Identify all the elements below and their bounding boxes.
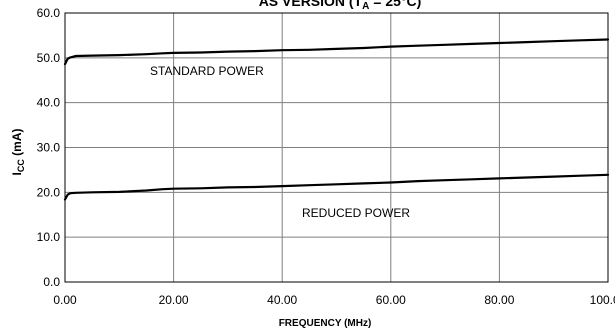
series-line-1	[63, 173, 610, 201]
series-annotation-1: REDUCED POWER	[302, 206, 410, 220]
y-tick-label-0: 0.0	[43, 275, 60, 289]
x-tick-label-4: 80.00	[484, 293, 514, 307]
x-tick-label-2: 40.00	[267, 293, 297, 307]
y-axis-title-rest: (mA)	[10, 128, 24, 159]
chart-title: AS VERSION (TA = 25°C)	[259, 0, 422, 12]
series-lines	[63, 38, 610, 201]
y-tick-label-1: 10.0	[37, 230, 61, 244]
y-axis-title-subscript: CC	[16, 159, 26, 172]
x-tick-label-3: 60.00	[376, 293, 406, 307]
y-tick-label-5: 50.0	[37, 51, 61, 65]
x-tick-label-0: 0.00	[53, 293, 77, 307]
y-axis-title: ICC (mA)	[10, 128, 26, 175]
y-tick-labels: 0.0 10.0 20.0 30.0 40.0 50.0 60.0	[37, 6, 61, 289]
series-annotations: STANDARD POWER REDUCED POWER	[150, 64, 410, 220]
x-axis-title: FREQUENCY (MHz)	[279, 318, 372, 329]
y-axis-title-main: I	[10, 172, 24, 175]
x-tick-labels: 0.00 20.00 40.00 60.00 80.00 100.00	[53, 293, 615, 307]
x-tick-label-1: 20.00	[159, 293, 189, 307]
y-tick-label-6: 60.0	[37, 6, 61, 20]
series-line-0	[63, 38, 610, 66]
plot-frame	[64, 12, 609, 283]
series-annotation-0: STANDARD POWER	[150, 64, 264, 78]
chart-title-rest: = 25°C)	[369, 0, 421, 9]
y-tick-label-3: 30.0	[37, 141, 61, 155]
x-tick-label-5: 100.00	[590, 293, 615, 307]
chart-title-main: AS VERSION (T	[259, 0, 363, 9]
chart-title-subscript: A	[362, 1, 369, 12]
grid-lines	[65, 13, 608, 282]
y-tick-label-2: 20.0	[37, 185, 61, 199]
y-tick-label-4: 40.0	[37, 96, 61, 110]
